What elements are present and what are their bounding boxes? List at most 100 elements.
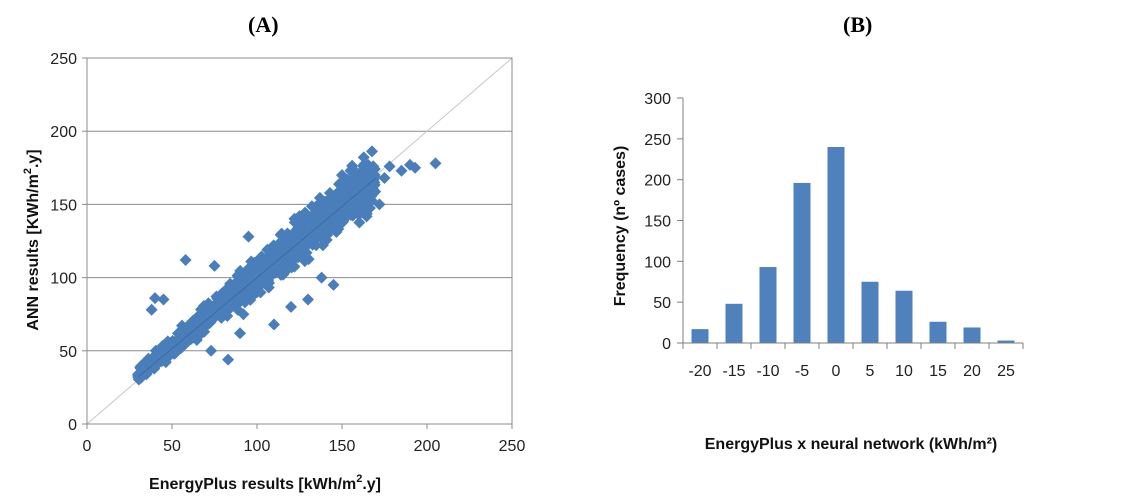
scatter-point xyxy=(316,239,329,252)
scatter-point xyxy=(315,271,328,284)
scatter-y-tick-label: 200 xyxy=(50,124,77,141)
histogram-bar xyxy=(725,303,743,343)
histogram-bar xyxy=(929,321,947,343)
trend-line xyxy=(137,177,377,378)
scatter-point xyxy=(179,254,192,267)
scatter-point xyxy=(302,230,315,243)
scatter-point xyxy=(219,288,232,301)
scatter-point xyxy=(349,192,362,205)
scatter-point xyxy=(293,210,306,223)
histogram-bar xyxy=(895,290,913,343)
histogram-x-ticks: -20 -15 -10 -5 0 5 10 15 20 25 xyxy=(682,343,1024,380)
scatter-y-ticks: 0 50 100 150 200 250 xyxy=(50,51,87,434)
scatter-chart: 0 50 100 150 200 250 0 50 100 150 200 250 EnergyPl… xyxy=(22,51,526,493)
scatter-point xyxy=(361,166,374,179)
scatter-plot-frame xyxy=(86,57,513,425)
histogram-x-tick-label: 0 xyxy=(832,363,841,380)
scatter-point xyxy=(336,187,349,200)
scatter-point xyxy=(353,216,366,229)
scatter-point xyxy=(305,219,318,232)
scatter-point xyxy=(232,276,245,289)
scatter-point xyxy=(234,264,247,277)
panel-a-label: (A) xyxy=(248,12,279,37)
scatter-x-tick-label: 0 xyxy=(83,438,92,455)
scatter-point xyxy=(355,185,368,198)
histogram-y-axis-label: Frequency (nº cases) xyxy=(612,146,629,307)
scatter-point xyxy=(353,205,365,218)
scatter-y-axis-label: ANN results [KWh/m2.y] xyxy=(22,149,42,330)
scatter-point xyxy=(149,292,161,305)
scatter-y-tick-label: 150 xyxy=(50,197,77,214)
histogram-x-tick-label: -15 xyxy=(722,363,745,380)
scatter-x-tick-label: 50 xyxy=(163,438,181,455)
histogram-y-tick-label: 200 xyxy=(644,173,671,190)
histogram-y-tick-label: 0 xyxy=(662,336,671,353)
scatter-point xyxy=(383,160,396,173)
scatter-x-tick-label: 250 xyxy=(499,438,526,455)
scatter-point xyxy=(231,286,244,299)
scatter-point xyxy=(373,198,386,211)
scatter-y-tick-label: 0 xyxy=(68,417,77,434)
scatter-point xyxy=(409,161,422,174)
scatter-point xyxy=(208,259,221,272)
scatter-point xyxy=(205,344,218,357)
scatter-point xyxy=(265,245,278,258)
histogram-x-tick-label: 5 xyxy=(866,363,875,380)
scatter-point xyxy=(215,299,228,312)
histogram-x-tick-label: 15 xyxy=(929,363,947,380)
scatter-point xyxy=(185,332,198,345)
panel-b-label: (B) xyxy=(843,12,873,37)
scatter-y-tick-label: 100 xyxy=(50,271,77,288)
histogram-bar xyxy=(759,267,777,343)
scatter-point xyxy=(248,260,261,273)
scatter-point xyxy=(295,223,308,236)
histogram-bars xyxy=(691,147,1015,343)
scatter-point xyxy=(265,265,278,278)
scatter-point xyxy=(175,330,188,343)
scatter-x-tick-label: 200 xyxy=(414,438,441,455)
scatter-point xyxy=(277,243,290,256)
scatter-point xyxy=(237,308,250,321)
scatter-point xyxy=(429,157,442,170)
scatter-point xyxy=(365,145,378,158)
scatter-point xyxy=(142,352,155,365)
scatter-point xyxy=(234,327,246,340)
scatter-point xyxy=(268,318,280,331)
scatter-point xyxy=(145,303,158,316)
scatter-point xyxy=(285,300,297,313)
scatter-point xyxy=(185,324,198,337)
scatter-point xyxy=(277,268,290,281)
scatter-x-tick-label: 100 xyxy=(244,438,271,455)
histogram-x-tick-label: 10 xyxy=(895,363,913,380)
scatter-point xyxy=(285,261,298,274)
histogram-x-tick-label: 20 xyxy=(963,363,981,380)
scatter-point xyxy=(311,199,324,212)
scatter-x-axis-label: EnergyPlus results [kWh/m2.y] xyxy=(149,473,381,493)
scatter-point xyxy=(157,293,170,306)
scatter-point xyxy=(159,343,172,356)
scatter-x-ticks: 0 50 100 150 200 250 xyxy=(83,424,526,455)
histogram-x-tick-label: -5 xyxy=(795,363,809,380)
histogram-bar xyxy=(963,327,981,343)
scatter-point xyxy=(161,335,174,348)
scatter-axes xyxy=(86,57,513,425)
scatter-point xyxy=(302,293,314,306)
scatter-y-tick-label: 50 xyxy=(59,344,77,361)
scatter-point xyxy=(140,368,153,381)
scatter-point xyxy=(287,227,300,240)
histogram-y-tick-label: 250 xyxy=(644,132,671,149)
histogram-bar xyxy=(861,281,879,343)
scatter-point xyxy=(222,353,235,366)
scatter-point xyxy=(251,286,263,299)
histogram-bar xyxy=(691,329,709,343)
histogram-x-tick-label: -10 xyxy=(756,363,779,380)
histogram-bar xyxy=(827,147,845,343)
histogram-bar xyxy=(997,340,1015,343)
scatter-point xyxy=(215,309,228,322)
scatter-point xyxy=(357,151,370,164)
scatter-point xyxy=(153,351,166,364)
scatter-point xyxy=(269,254,282,267)
scatter-y-tick-label: 250 xyxy=(50,51,77,68)
scatter-point xyxy=(201,309,214,322)
